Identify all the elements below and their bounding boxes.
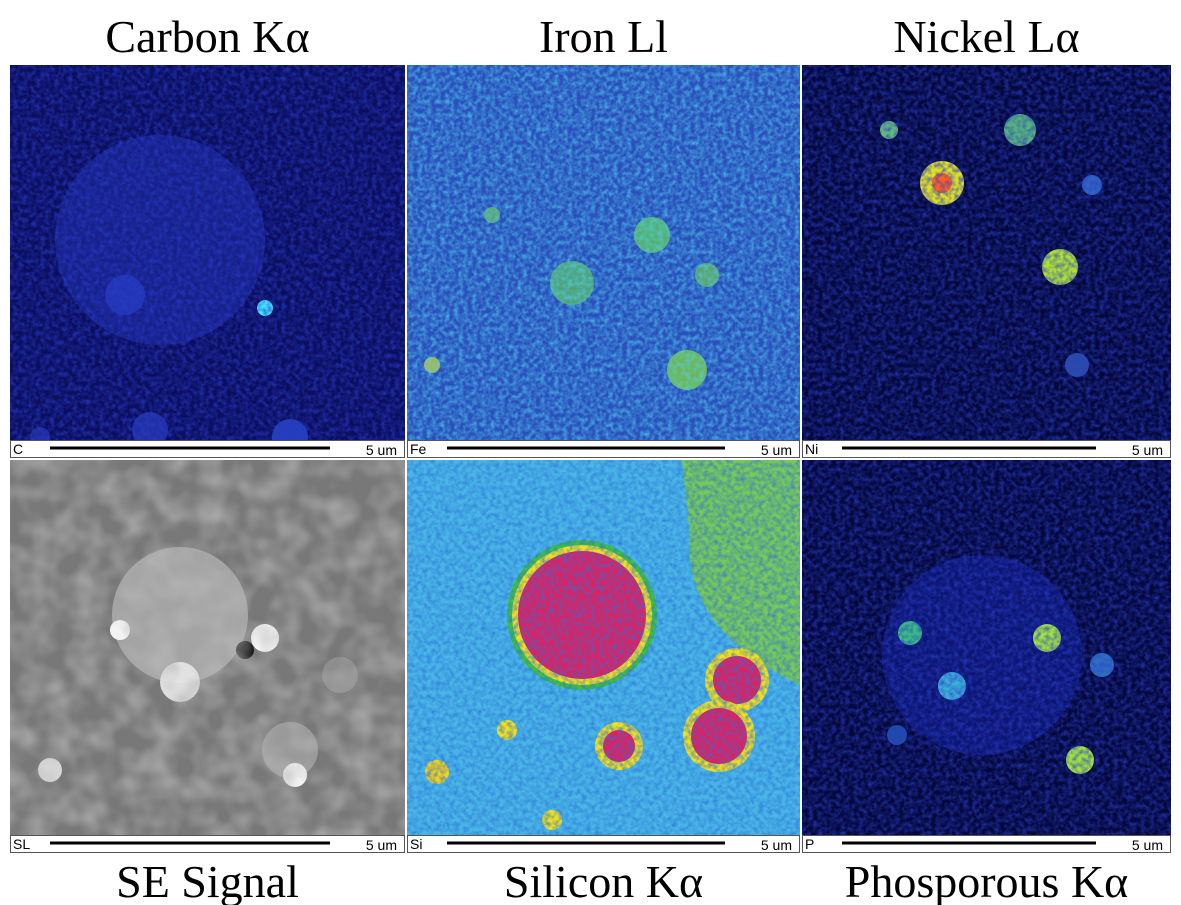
panel-title: Carbon Kα bbox=[105, 11, 309, 62]
panel-title: Phosporous Kα bbox=[845, 856, 1129, 905]
scale-label: 5 um bbox=[1132, 837, 1163, 853]
element-label: Fe bbox=[410, 441, 427, 457]
scale-label: 5 um bbox=[366, 442, 397, 458]
map-noise bbox=[407, 460, 800, 835]
element-label: Si bbox=[410, 836, 422, 852]
map-panel bbox=[10, 65, 405, 455]
element-label: Ni bbox=[805, 441, 818, 457]
map-noise bbox=[802, 65, 1171, 440]
map-panel bbox=[10, 460, 405, 835]
scale-label: 5 um bbox=[761, 442, 792, 458]
map-noise bbox=[407, 65, 800, 440]
map-panel bbox=[407, 460, 800, 835]
scale-label: 5 um bbox=[366, 837, 397, 853]
figure: C 5 um Carbon Kα Fe 5 um Iron Ll Ni 5 um Nickel … bbox=[0, 0, 1181, 905]
panel-title: SE Signal bbox=[116, 856, 299, 905]
map-panel bbox=[802, 460, 1171, 835]
element-label: P bbox=[805, 836, 814, 852]
scale-label: 5 um bbox=[1132, 442, 1163, 458]
panel-title: Iron Ll bbox=[539, 11, 668, 62]
map-noise bbox=[10, 65, 405, 440]
map-panel bbox=[407, 65, 800, 440]
panel-title: Silicon Kα bbox=[504, 856, 703, 905]
element-label: SL bbox=[13, 836, 30, 852]
map-noise bbox=[10, 460, 405, 835]
map-noise bbox=[802, 460, 1171, 835]
map-panel bbox=[802, 65, 1171, 440]
panel-title: Nickel Lα bbox=[893, 11, 1079, 62]
element-label: C bbox=[13, 441, 23, 457]
scale-label: 5 um bbox=[761, 837, 792, 853]
